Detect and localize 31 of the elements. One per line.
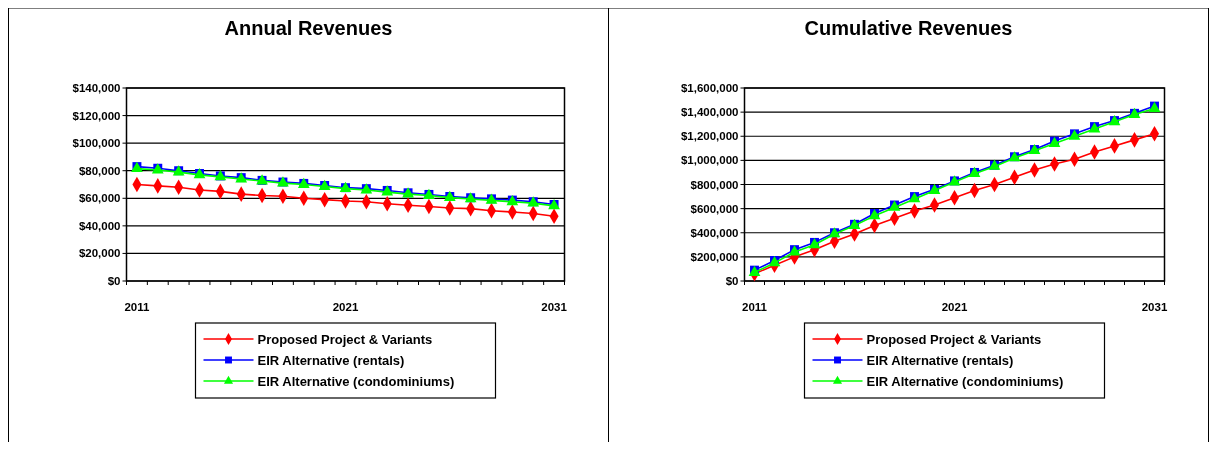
legend-label: EIR Alternative (condominiums) xyxy=(866,373,1064,389)
y-tick-label: $140,000 xyxy=(72,82,121,95)
x-tick-label: 2021 xyxy=(941,301,968,313)
y-tick-label: $400,000 xyxy=(690,226,739,239)
legend-label: EIR Alternative (rentals) xyxy=(257,352,405,368)
y-tick-label: $600,000 xyxy=(690,202,739,215)
y-tick-label: $800,000 xyxy=(690,178,739,191)
x-tick-label: 2031 xyxy=(541,301,568,313)
y-tick-label: $1,000,000 xyxy=(680,154,739,167)
x-tick-label: 2031 xyxy=(1141,301,1168,313)
y-tick-label: $200,000 xyxy=(690,250,739,263)
y-tick-label: $20,000 xyxy=(78,247,121,260)
y-tick-label: $120,000 xyxy=(72,109,121,122)
y-tick-label: $0 xyxy=(107,275,121,288)
y-tick-label: $1,200,000 xyxy=(680,130,739,143)
x-tick-label: 2021 xyxy=(332,301,359,313)
legend-label: Proposed Project & Variants xyxy=(257,331,433,347)
x-tick-label: 2011 xyxy=(124,301,150,313)
y-tick-label: $1,600,000 xyxy=(680,82,739,95)
legend-label: EIR Alternative (rentals) xyxy=(866,352,1014,368)
legend-label: Proposed Project & Variants xyxy=(866,331,1042,347)
y-tick-label: $60,000 xyxy=(78,192,121,205)
y-tick-label: $40,000 xyxy=(78,219,121,232)
y-tick-label: $1,400,000 xyxy=(680,106,739,119)
x-tick-label: 2011 xyxy=(742,301,768,313)
legend-label: EIR Alternative (condominiums) xyxy=(257,373,455,389)
y-tick-label: $0 xyxy=(725,275,739,288)
y-tick-label: $80,000 xyxy=(78,164,121,177)
chart-title: Cumulative Revenues xyxy=(804,17,1013,39)
y-tick-label: $100,000 xyxy=(72,137,121,150)
chart-title: Annual Revenues xyxy=(224,17,393,39)
